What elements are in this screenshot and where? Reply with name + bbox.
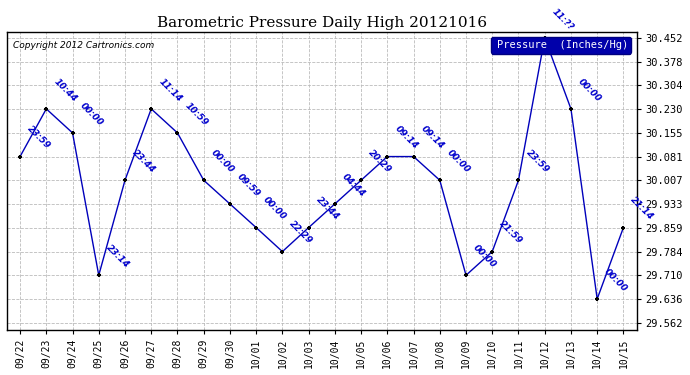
Text: 00:00: 00:00 [262, 195, 288, 222]
Point [355, 177, 366, 183]
Point [460, 272, 471, 278]
Text: 21:14: 21:14 [629, 195, 655, 222]
Point [591, 296, 602, 302]
Point [250, 225, 262, 231]
Text: 09:59: 09:59 [235, 172, 262, 198]
Text: 23:59: 23:59 [26, 124, 52, 151]
Point [41, 106, 52, 112]
Text: 00:00: 00:00 [471, 243, 498, 270]
Text: 23:44: 23:44 [130, 148, 157, 175]
Point [14, 153, 26, 159]
Text: 21:59: 21:59 [497, 219, 524, 246]
Point [618, 225, 629, 231]
Point [434, 177, 445, 183]
Point [119, 177, 130, 183]
Point [224, 201, 235, 207]
Point [146, 106, 157, 112]
Legend: Pressure  (Inches/Hg): Pressure (Inches/Hg) [491, 37, 631, 54]
Text: 00:00: 00:00 [445, 148, 472, 175]
Point [329, 201, 340, 207]
Text: 00:00: 00:00 [577, 77, 603, 104]
Point [565, 106, 576, 112]
Text: 00:00: 00:00 [603, 267, 629, 293]
Text: 09:14: 09:14 [419, 124, 446, 151]
Text: 04:44: 04:44 [340, 172, 367, 198]
Text: 11:??: 11:?? [550, 7, 575, 32]
Text: 22:29: 22:29 [288, 219, 315, 246]
Text: 23:14: 23:14 [104, 243, 131, 270]
Text: 23:59: 23:59 [524, 148, 551, 175]
Point [67, 130, 78, 136]
Text: 00:00: 00:00 [78, 101, 105, 128]
Point [382, 153, 393, 159]
Point [277, 249, 288, 255]
Point [93, 272, 104, 278]
Point [513, 177, 524, 183]
Text: 10:44: 10:44 [52, 77, 79, 104]
Text: 23:44: 23:44 [314, 195, 341, 222]
Text: 10:59: 10:59 [183, 101, 210, 128]
Text: 20:29: 20:29 [366, 148, 393, 175]
Point [539, 35, 550, 41]
Point [408, 153, 419, 159]
Point [303, 225, 314, 231]
Point [486, 249, 497, 255]
Point [198, 177, 209, 183]
Text: Copyright 2012 Cartronics.com: Copyright 2012 Cartronics.com [13, 41, 155, 50]
Text: 11:14: 11:14 [157, 77, 184, 104]
Point [172, 130, 183, 136]
Text: 09:14: 09:14 [393, 124, 420, 151]
Title: Barometric Pressure Daily High 20121016: Barometric Pressure Daily High 20121016 [157, 15, 487, 30]
Text: 00:00: 00:00 [209, 148, 236, 175]
